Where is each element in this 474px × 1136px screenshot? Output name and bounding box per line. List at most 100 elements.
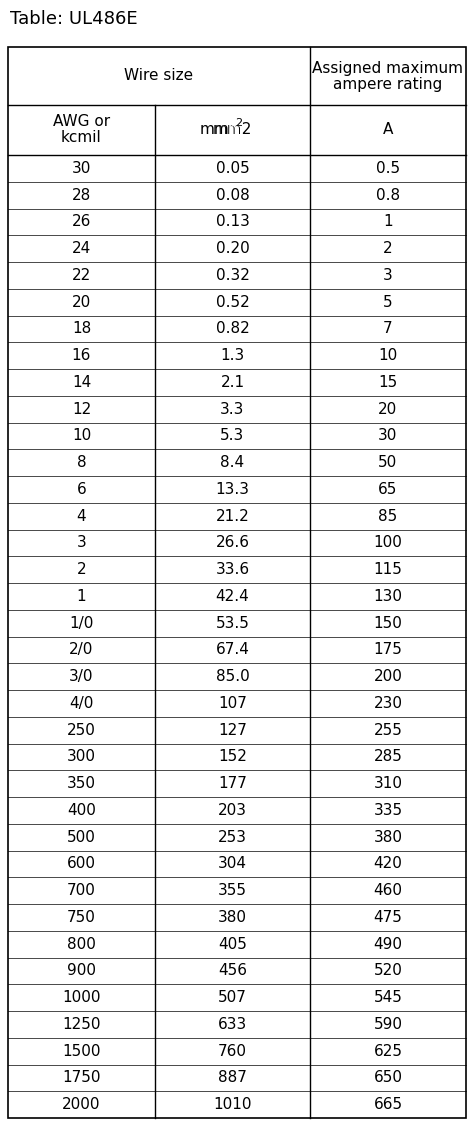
Text: 8.4: 8.4 (220, 456, 245, 470)
Text: 1.3: 1.3 (220, 348, 245, 364)
Text: 0.08: 0.08 (216, 187, 249, 202)
Text: 420: 420 (374, 857, 402, 871)
Text: 2: 2 (77, 562, 86, 577)
Text: 67.4: 67.4 (216, 642, 249, 658)
Text: 625: 625 (374, 1044, 402, 1059)
Text: 130: 130 (374, 588, 402, 604)
Text: 26: 26 (72, 215, 91, 229)
Text: 285: 285 (374, 750, 402, 765)
Text: 10: 10 (378, 348, 398, 364)
Text: 310: 310 (374, 776, 402, 791)
Text: 255: 255 (374, 722, 402, 737)
Text: 700: 700 (67, 883, 96, 899)
Text: 0.52: 0.52 (216, 294, 249, 310)
Text: 460: 460 (374, 883, 402, 899)
Text: 2: 2 (236, 118, 243, 128)
Text: Table: UL486E: Table: UL486E (10, 10, 137, 28)
Text: 1500: 1500 (62, 1044, 101, 1059)
Text: 12: 12 (72, 402, 91, 417)
Text: AWG or: AWG or (53, 115, 110, 130)
Text: 650: 650 (374, 1070, 402, 1085)
Text: 5: 5 (383, 294, 393, 310)
Text: 15: 15 (378, 375, 398, 390)
Text: 500: 500 (67, 829, 96, 845)
Text: 545: 545 (374, 991, 402, 1005)
Text: 33.6: 33.6 (216, 562, 250, 577)
Text: 600: 600 (67, 857, 96, 871)
Text: 335: 335 (374, 803, 402, 818)
Text: 4/0: 4/0 (69, 696, 94, 711)
Text: 6: 6 (77, 482, 86, 496)
Text: 177: 177 (218, 776, 247, 791)
Text: 0.32: 0.32 (216, 268, 249, 283)
Text: 30: 30 (378, 428, 398, 443)
Text: 24: 24 (72, 241, 91, 256)
Text: 203: 203 (218, 803, 247, 818)
Text: kcmil: kcmil (61, 131, 102, 145)
Text: 400: 400 (67, 803, 96, 818)
Text: 1000: 1000 (62, 991, 101, 1005)
Text: 490: 490 (374, 936, 402, 952)
Text: mm: mm (200, 123, 229, 137)
Text: 0.82: 0.82 (216, 321, 249, 336)
Text: 115: 115 (374, 562, 402, 577)
Text: 475: 475 (374, 910, 402, 925)
Text: 13.3: 13.3 (216, 482, 249, 496)
Text: 633: 633 (218, 1017, 247, 1031)
Text: 2/0: 2/0 (69, 642, 94, 658)
Text: 380: 380 (218, 910, 247, 925)
Text: 107: 107 (218, 696, 247, 711)
Text: 100: 100 (374, 535, 402, 550)
Text: 5.3: 5.3 (220, 428, 245, 443)
Text: 26.6: 26.6 (216, 535, 249, 550)
Text: 1750: 1750 (62, 1070, 101, 1085)
Text: ampere rating: ampere rating (333, 77, 443, 92)
Text: 380: 380 (374, 829, 402, 845)
Text: 0.05: 0.05 (216, 161, 249, 176)
Text: 1010: 1010 (213, 1097, 252, 1112)
Text: 14: 14 (72, 375, 91, 390)
Text: A: A (383, 123, 393, 137)
Text: 520: 520 (374, 963, 402, 978)
Text: 0.8: 0.8 (376, 187, 400, 202)
Text: 0.5: 0.5 (376, 161, 400, 176)
Text: 1250: 1250 (62, 1017, 101, 1031)
Text: 8: 8 (77, 456, 86, 470)
Text: 3: 3 (77, 535, 86, 550)
Text: 1/0: 1/0 (69, 616, 94, 630)
Text: 750: 750 (67, 910, 96, 925)
Text: 10: 10 (72, 428, 91, 443)
Text: 20: 20 (378, 402, 398, 417)
Text: mm2: mm2 (213, 123, 252, 137)
Text: 300: 300 (67, 750, 96, 765)
Text: 7: 7 (383, 321, 393, 336)
Text: 2: 2 (383, 241, 393, 256)
Text: 18: 18 (72, 321, 91, 336)
Text: 42.4: 42.4 (216, 588, 249, 604)
Text: 22: 22 (72, 268, 91, 283)
Text: 16: 16 (72, 348, 91, 364)
Text: Assigned maximum: Assigned maximum (312, 61, 464, 76)
Text: 2.1: 2.1 (220, 375, 245, 390)
Text: 253: 253 (218, 829, 247, 845)
Text: 590: 590 (374, 1017, 402, 1031)
Text: mm: mm (214, 123, 243, 137)
Text: 175: 175 (374, 642, 402, 658)
Text: 355: 355 (218, 883, 247, 899)
Text: 665: 665 (374, 1097, 402, 1112)
Text: 85.0: 85.0 (216, 669, 249, 684)
Text: 887: 887 (218, 1070, 247, 1085)
Text: 30: 30 (72, 161, 91, 176)
Text: 304: 304 (218, 857, 247, 871)
Text: 230: 230 (374, 696, 402, 711)
Text: 4: 4 (77, 509, 86, 524)
Text: 85: 85 (378, 509, 398, 524)
Text: 3: 3 (383, 268, 393, 283)
Text: 127: 127 (218, 722, 247, 737)
Text: 21.2: 21.2 (216, 509, 249, 524)
Text: 0.13: 0.13 (216, 215, 249, 229)
Text: 900: 900 (67, 963, 96, 978)
Text: 405: 405 (218, 936, 247, 952)
Text: 200: 200 (374, 669, 402, 684)
Text: 50: 50 (378, 456, 398, 470)
